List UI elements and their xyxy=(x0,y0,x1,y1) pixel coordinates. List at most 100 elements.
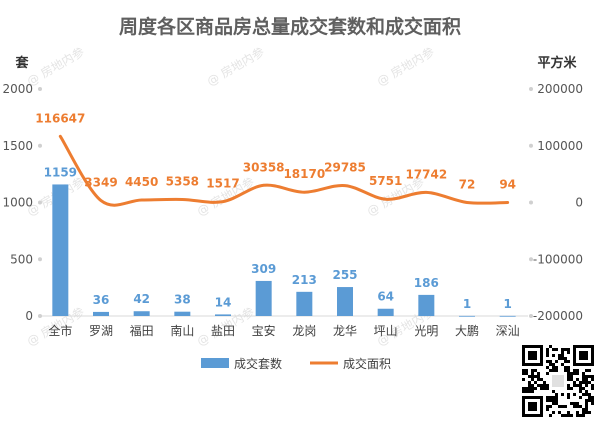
qr-module xyxy=(585,384,588,387)
qr-module xyxy=(561,357,564,360)
bar-series xyxy=(52,184,516,317)
qr-module xyxy=(582,408,585,411)
right-y-tick-label: 0 xyxy=(575,196,583,210)
bar xyxy=(499,315,516,317)
qr-module xyxy=(576,414,579,417)
qr-module xyxy=(561,405,564,408)
x-tick-label: 龙华 xyxy=(333,324,357,338)
qr-module xyxy=(552,363,555,366)
line-value-label: 1517 xyxy=(206,177,239,191)
x-tick-label: 全市 xyxy=(48,323,72,338)
qr-module xyxy=(576,411,579,414)
qr-module xyxy=(570,378,573,381)
qr-module xyxy=(576,384,579,387)
qr-module xyxy=(579,384,582,387)
qr-module xyxy=(585,381,588,384)
qr-module xyxy=(567,360,570,363)
left-y-tick-mark xyxy=(38,200,42,205)
line-value-label: 30358 xyxy=(243,160,285,174)
qr-module xyxy=(561,393,564,396)
qr-module xyxy=(582,381,585,384)
qr-module xyxy=(582,378,585,381)
qr-module xyxy=(564,414,567,417)
qr-module xyxy=(579,390,582,393)
x-tick-label: 盐田 xyxy=(211,324,235,338)
qr-module xyxy=(549,396,552,399)
qr-finder xyxy=(528,402,537,411)
qr-module xyxy=(576,372,579,375)
qr-module xyxy=(549,369,552,372)
qr-module xyxy=(567,396,570,399)
qr-module xyxy=(573,393,576,396)
qr-module xyxy=(525,387,528,390)
qr-module xyxy=(579,387,582,390)
qr-module xyxy=(585,369,588,372)
qr-module xyxy=(564,369,567,372)
qr-module xyxy=(570,372,573,375)
qr-module xyxy=(567,369,570,372)
qr-module xyxy=(537,372,540,375)
qr-module xyxy=(588,393,591,396)
qr-module xyxy=(537,384,540,387)
qr-module xyxy=(525,390,528,393)
qr-module xyxy=(558,357,561,360)
bar xyxy=(377,308,394,316)
qr-module xyxy=(570,387,573,390)
qr-module xyxy=(537,378,540,381)
qr-module xyxy=(567,366,570,369)
qr-module xyxy=(558,354,561,357)
qr-module xyxy=(525,369,528,372)
right-y-tick-label: 200000 xyxy=(537,82,583,96)
qr-module xyxy=(528,375,531,378)
qr-module xyxy=(564,357,567,360)
x-tick-label: 南山 xyxy=(170,323,194,338)
bar xyxy=(93,311,109,316)
qr-module xyxy=(525,372,528,375)
qr-module xyxy=(549,405,552,408)
right-y-tick-label: -100000 xyxy=(533,252,583,266)
qr-module xyxy=(567,414,570,417)
qr-module xyxy=(549,399,552,402)
qr-module xyxy=(564,405,567,408)
qr-module xyxy=(555,396,558,399)
qr-module xyxy=(591,384,594,387)
bar-value-label: 1 xyxy=(503,297,511,311)
left-y-tick-mark xyxy=(38,257,42,262)
right-y-tick-mark xyxy=(529,257,533,262)
bar xyxy=(215,314,231,316)
left-y-tick-label: 1500 xyxy=(2,139,33,153)
qr-module xyxy=(591,387,594,390)
qr-module xyxy=(567,348,570,351)
qr-module xyxy=(573,384,576,387)
left-y-tick-mark xyxy=(38,314,42,318)
qr-module xyxy=(564,360,567,363)
chart-title: 周度各区商品房总量成交套数和成交面积 xyxy=(119,15,461,38)
qr-module xyxy=(528,387,531,390)
qr-module xyxy=(546,366,549,369)
qr-module xyxy=(582,414,585,417)
qr-finder xyxy=(528,351,537,360)
qr-module xyxy=(543,384,546,387)
left-y-tick-label: 0 xyxy=(25,309,33,323)
watermark-text: @ 房地内参 xyxy=(24,44,87,89)
qr-module xyxy=(588,375,591,378)
qr-module xyxy=(555,402,558,405)
qr-module xyxy=(576,369,579,372)
qr-module xyxy=(522,390,525,393)
qr-module xyxy=(555,366,558,369)
qr-module xyxy=(552,399,555,402)
qr-module xyxy=(579,414,582,417)
qr-module xyxy=(576,405,579,408)
bar xyxy=(255,280,272,316)
right-y-tick-mark xyxy=(529,200,533,205)
qr-module xyxy=(582,387,585,390)
qr-module xyxy=(546,387,549,390)
line-value-label: 72 xyxy=(459,177,476,191)
qr-module xyxy=(552,402,555,405)
qr-module xyxy=(588,369,591,372)
qr-module xyxy=(555,399,558,402)
qr-code-icon xyxy=(520,343,596,419)
x-tick-label: 坪山 xyxy=(374,324,398,338)
qr-module xyxy=(582,393,585,396)
